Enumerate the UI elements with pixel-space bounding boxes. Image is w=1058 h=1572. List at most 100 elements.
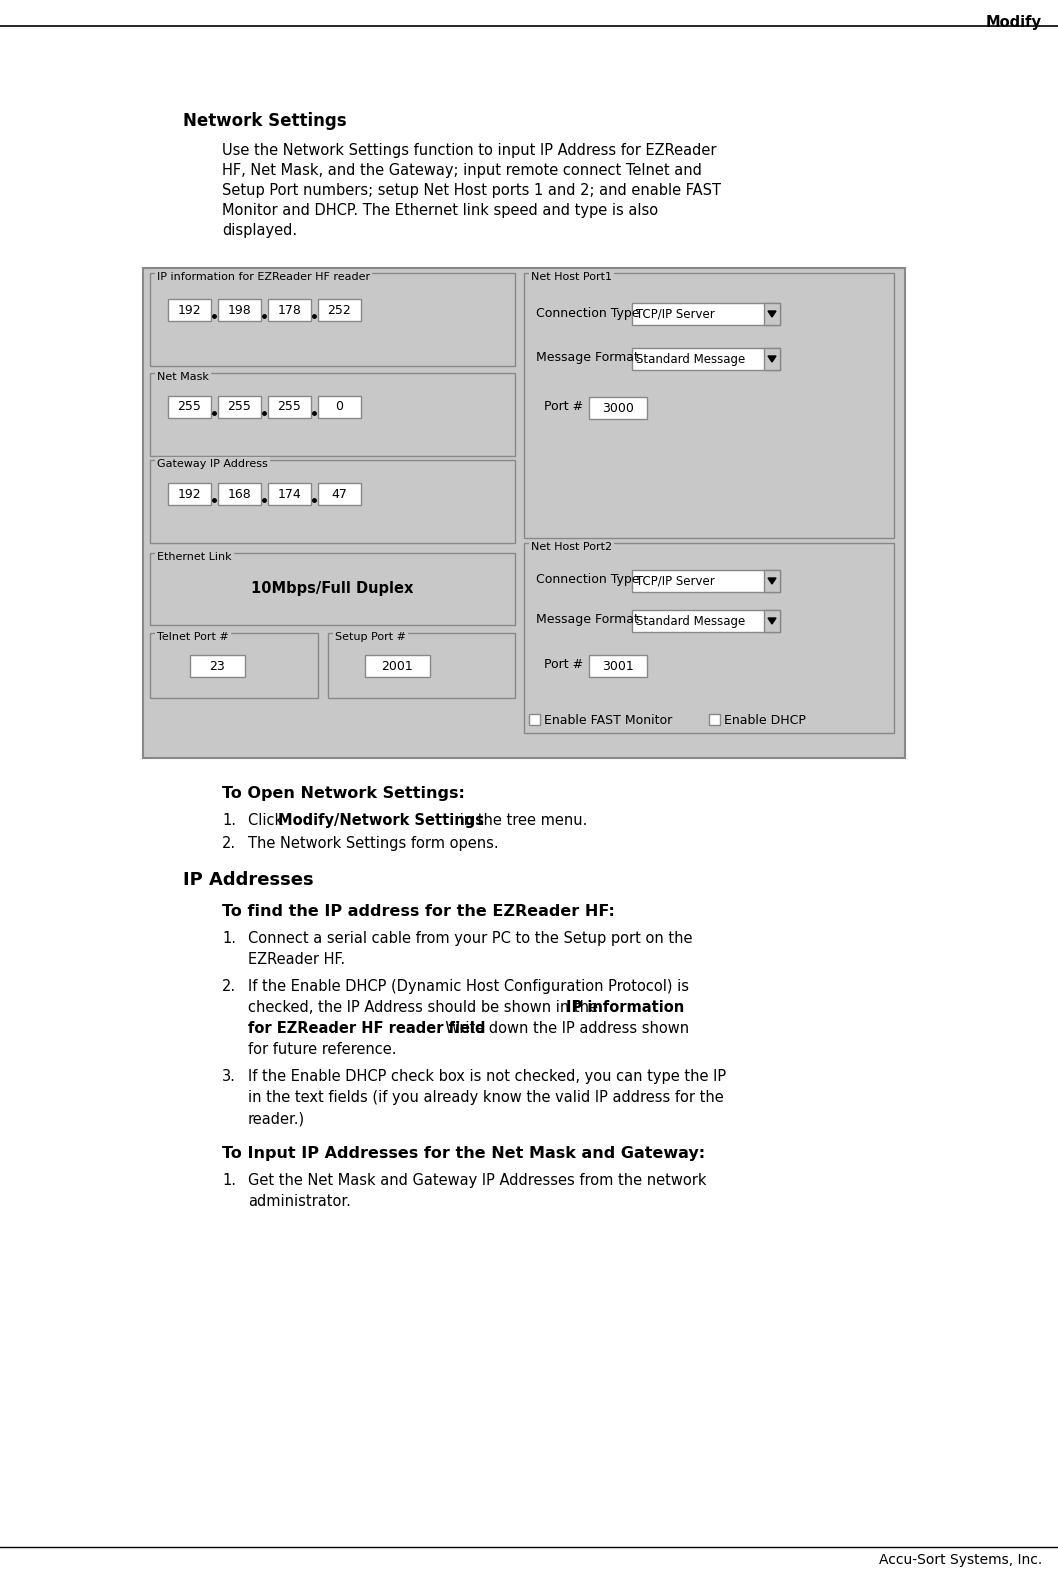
Text: in the tree menu.: in the tree menu.: [455, 813, 587, 828]
Text: The Network Settings form opens.: The Network Settings form opens.: [248, 836, 498, 850]
Text: To Input IP Addresses for the Net Mask and Gateway:: To Input IP Addresses for the Net Mask a…: [222, 1146, 705, 1162]
Text: Connection Type: Connection Type: [536, 574, 639, 586]
Text: Enable DHCP: Enable DHCP: [724, 714, 806, 726]
Text: Message Format: Message Format: [536, 352, 639, 365]
Bar: [268, 483, 311, 505]
Bar: [764, 571, 780, 593]
Bar: [328, 634, 515, 698]
Bar: [168, 396, 211, 418]
Bar: [150, 274, 515, 366]
Text: EZReader HF.: EZReader HF.: [248, 953, 345, 967]
Text: Standard Message: Standard Message: [636, 352, 745, 366]
Text: . Write down the IP address shown: . Write down the IP address shown: [436, 1020, 689, 1036]
Text: 255: 255: [277, 401, 302, 413]
Bar: [143, 267, 905, 758]
Text: checked, the IP Address should be shown in the: checked, the IP Address should be shown …: [248, 1000, 603, 1016]
Bar: [632, 347, 780, 369]
Text: 174: 174: [277, 487, 302, 500]
Text: Gateway IP Address: Gateway IP Address: [157, 459, 268, 468]
Text: Connect a serial cable from your PC to the Setup port on the: Connect a serial cable from your PC to t…: [248, 931, 693, 946]
Bar: [632, 610, 780, 632]
Bar: [709, 714, 720, 725]
Bar: [218, 396, 261, 418]
Text: To find the IP address for the EZReader HF:: To find the IP address for the EZReader …: [222, 904, 615, 920]
Text: 2001: 2001: [382, 660, 414, 673]
Polygon shape: [768, 578, 776, 585]
Text: 10Mbps/Full Duplex: 10Mbps/Full Duplex: [251, 582, 414, 596]
Text: 47: 47: [331, 487, 347, 500]
Text: Modify: Modify: [986, 16, 1042, 30]
Text: 1.: 1.: [222, 931, 236, 946]
Bar: [150, 634, 318, 698]
Bar: [524, 274, 894, 538]
Text: Net Mask: Net Mask: [157, 373, 208, 382]
Text: 3000: 3000: [602, 401, 634, 415]
Polygon shape: [768, 311, 776, 318]
Bar: [218, 483, 261, 505]
Text: 192: 192: [178, 487, 201, 500]
Bar: [150, 373, 515, 456]
Text: 255: 255: [178, 401, 201, 413]
Text: Setup Port #: Setup Port #: [335, 632, 406, 641]
Text: 168: 168: [227, 487, 252, 500]
Text: 3001: 3001: [602, 660, 634, 673]
Text: 192: 192: [178, 303, 201, 316]
Text: 2.: 2.: [222, 979, 236, 994]
Text: administrator.: administrator.: [248, 1195, 351, 1209]
Text: TCP/IP Server: TCP/IP Server: [636, 574, 715, 588]
Bar: [190, 656, 245, 678]
Text: for EZReader HF reader field: for EZReader HF reader field: [248, 1020, 486, 1036]
Text: To Open Network Settings:: To Open Network Settings:: [222, 786, 464, 802]
Bar: [529, 714, 540, 725]
Text: displayed.: displayed.: [222, 223, 297, 237]
Bar: [168, 483, 211, 505]
Text: Network Settings: Network Settings: [183, 112, 347, 130]
Bar: [764, 347, 780, 369]
Text: Standard Message: Standard Message: [636, 615, 745, 627]
Bar: [218, 299, 261, 321]
Text: 252: 252: [328, 303, 351, 316]
Bar: [589, 398, 647, 420]
Text: 255: 255: [227, 401, 252, 413]
Text: Telnet Port #: Telnet Port #: [157, 632, 229, 641]
Text: Net Host Port1: Net Host Port1: [531, 272, 612, 281]
Text: Click: Click: [248, 813, 288, 828]
Polygon shape: [768, 618, 776, 624]
Bar: [168, 299, 211, 321]
Text: Connection Type: Connection Type: [536, 307, 639, 319]
Text: reader.): reader.): [248, 1111, 305, 1126]
Bar: [632, 571, 780, 593]
Text: 3.: 3.: [222, 1069, 236, 1085]
Bar: [318, 396, 361, 418]
Text: 0: 0: [335, 401, 344, 413]
Bar: [268, 396, 311, 418]
Text: Port #: Port #: [544, 401, 583, 413]
Text: 2.: 2.: [222, 836, 236, 850]
Bar: [764, 610, 780, 632]
Text: If the Enable DHCP (Dynamic Host Configuration Protocol) is: If the Enable DHCP (Dynamic Host Configu…: [248, 979, 689, 994]
Text: Ethernet Link: Ethernet Link: [157, 552, 232, 563]
Text: IP information for EZReader HF reader: IP information for EZReader HF reader: [157, 272, 370, 281]
Bar: [589, 656, 647, 678]
Bar: [764, 303, 780, 325]
Text: IP information: IP information: [566, 1000, 685, 1016]
Text: for future reference.: for future reference.: [248, 1042, 397, 1056]
Bar: [268, 299, 311, 321]
Text: Monitor and DHCP. The Ethernet link speed and type is also: Monitor and DHCP. The Ethernet link spee…: [222, 203, 658, 219]
Polygon shape: [768, 355, 776, 362]
Text: If the Enable DHCP check box is not checked, you can type the IP: If the Enable DHCP check box is not chec…: [248, 1069, 726, 1085]
Text: Message Format: Message Format: [536, 613, 639, 627]
Text: Get the Net Mask and Gateway IP Addresses from the network: Get the Net Mask and Gateway IP Addresse…: [248, 1173, 707, 1188]
Text: Accu-Sort Systems, Inc.: Accu-Sort Systems, Inc.: [879, 1553, 1042, 1567]
Text: TCP/IP Server: TCP/IP Server: [636, 308, 715, 321]
Text: Modify/Network Settings: Modify/Network Settings: [278, 813, 484, 828]
Bar: [318, 483, 361, 505]
Bar: [150, 461, 515, 542]
Text: in the text fields (if you already know the valid IP address for the: in the text fields (if you already know …: [248, 1089, 724, 1105]
Text: Net Host Port2: Net Host Port2: [531, 542, 613, 552]
Bar: [150, 553, 515, 626]
Text: Setup Port numbers; setup Net Host ports 1 and 2; and enable FAST: Setup Port numbers; setup Net Host ports…: [222, 182, 720, 198]
Text: Port #: Port #: [544, 659, 583, 671]
Text: IP Addresses: IP Addresses: [183, 871, 313, 890]
Text: 23: 23: [209, 660, 225, 673]
